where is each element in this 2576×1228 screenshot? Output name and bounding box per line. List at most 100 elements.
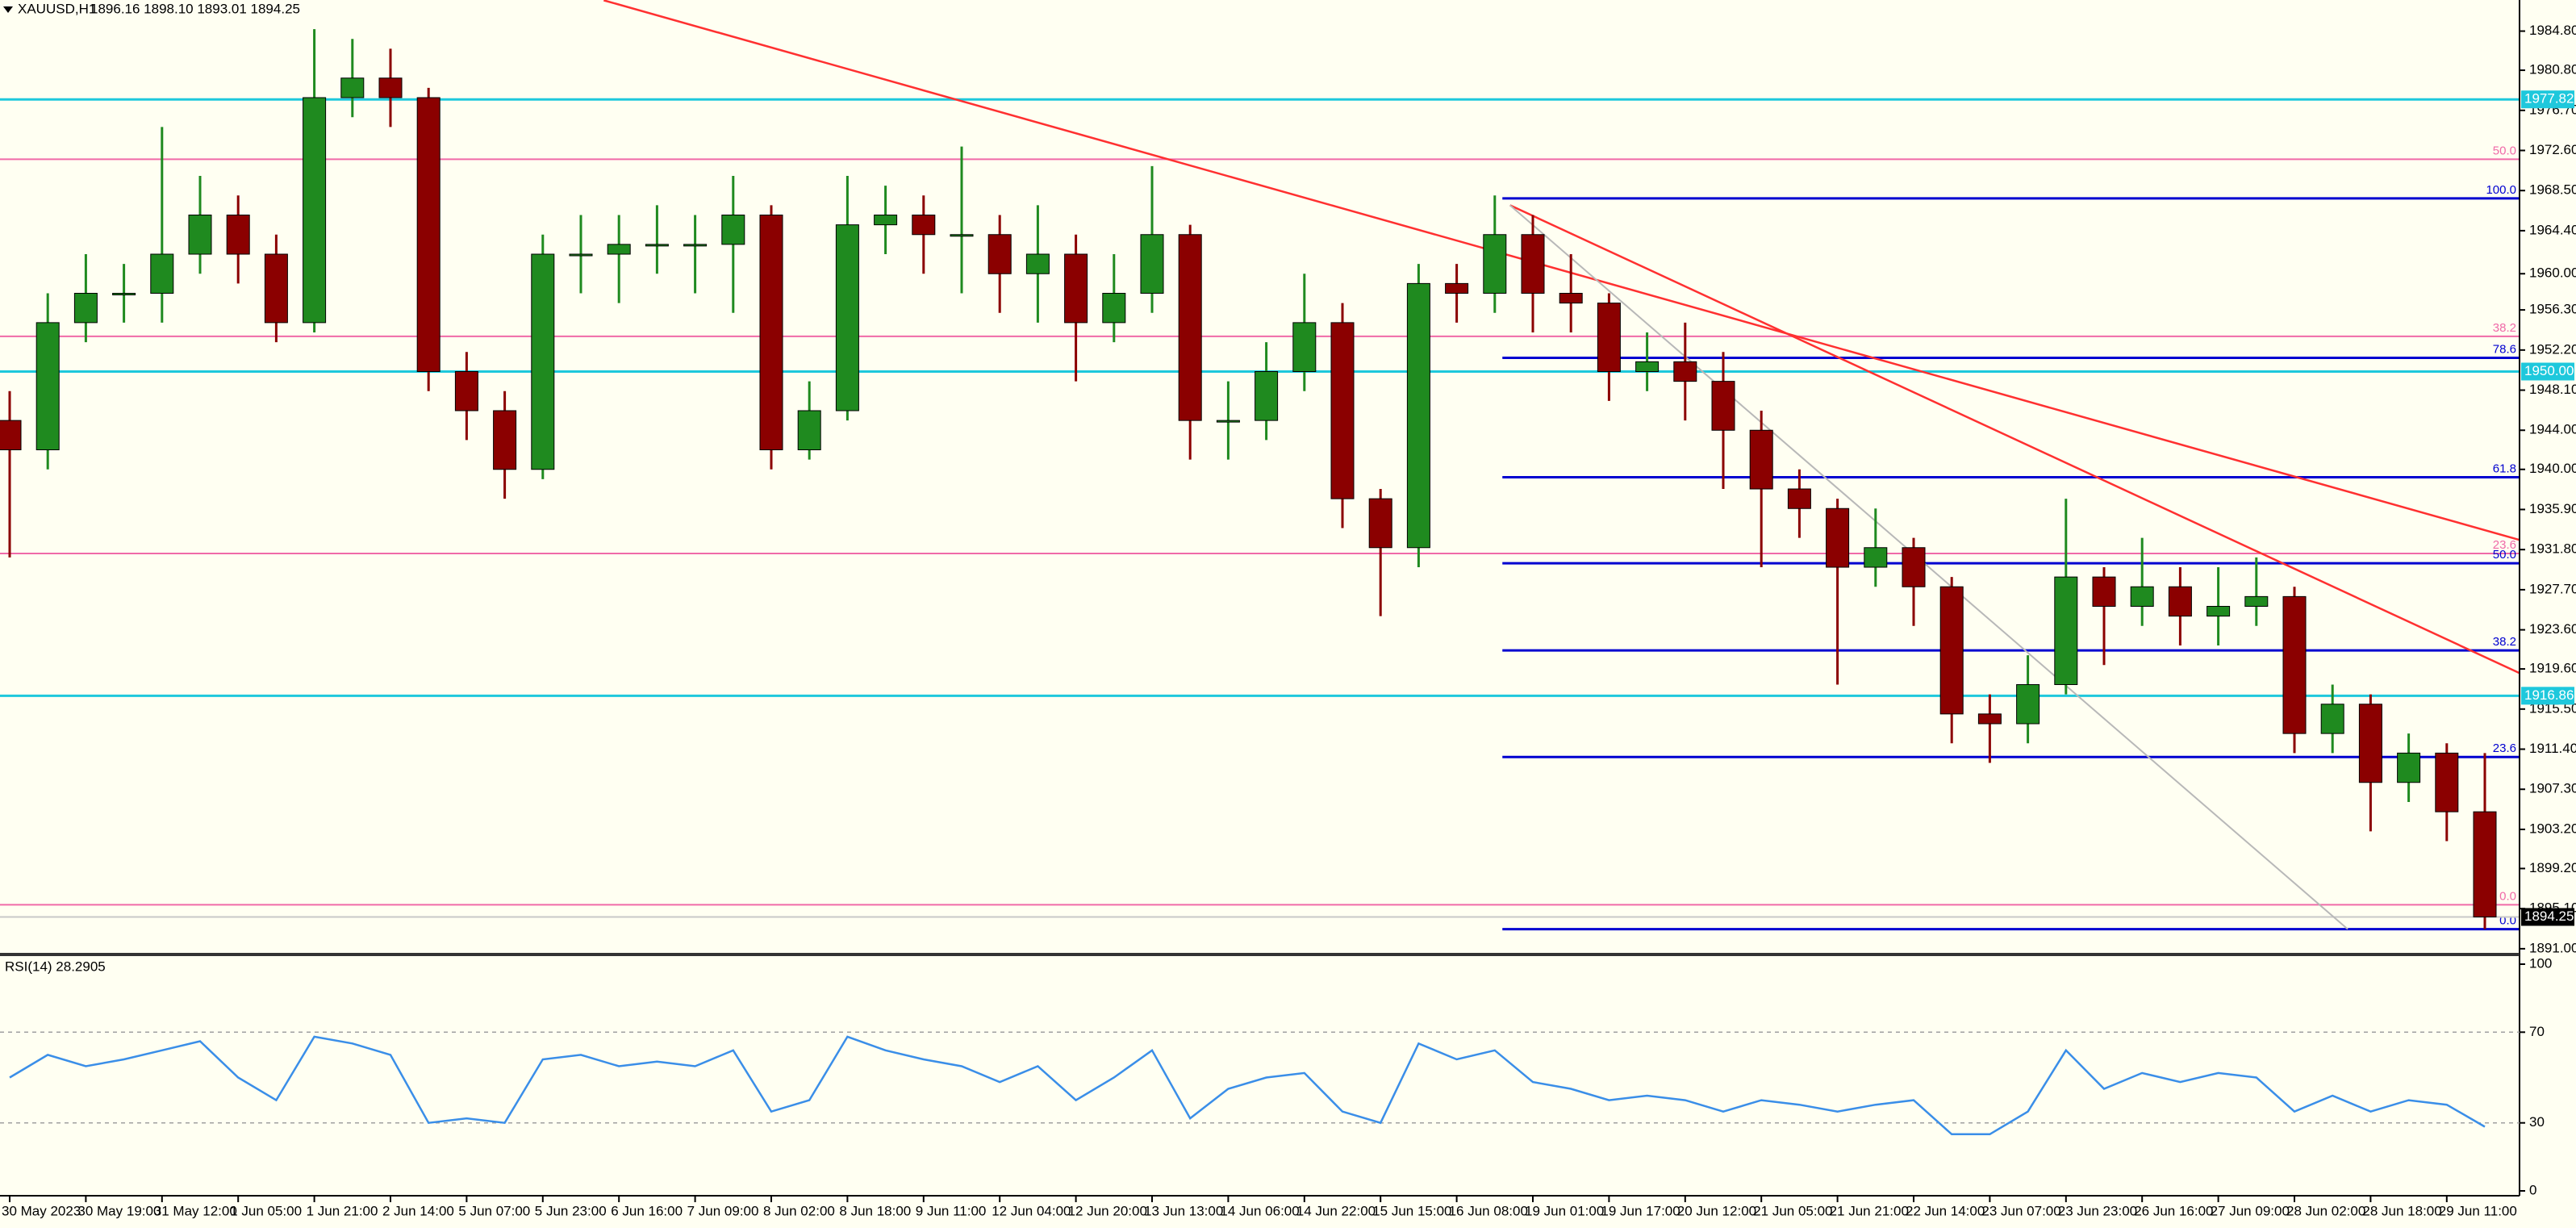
candle-body xyxy=(950,234,974,237)
rsi-tick-label: 0 xyxy=(2529,1182,2536,1197)
x-tick-label: 16 Jun 08:00 xyxy=(1449,1203,1528,1218)
x-tick-label: 31 May 12:00 xyxy=(154,1203,237,1218)
x-tick-label: 19 Jun 01:00 xyxy=(1525,1203,1604,1218)
trendline xyxy=(1509,204,2348,930)
fib-level-label: 38.2 xyxy=(2493,321,2516,335)
candle-body xyxy=(2207,606,2231,617)
candle-body xyxy=(1977,713,2002,725)
candle-body xyxy=(226,215,250,255)
candle-body xyxy=(1521,234,1545,294)
candle-body xyxy=(759,215,783,451)
candle-body xyxy=(493,410,517,470)
candle-body xyxy=(721,215,745,245)
rsi-tick-label: 70 xyxy=(2529,1024,2545,1039)
x-tick-label: 22 Jun 14:00 xyxy=(1906,1203,1985,1218)
candle-body xyxy=(569,253,593,257)
candle-body xyxy=(1902,547,1926,587)
trendline xyxy=(1509,204,2520,675)
candle-body xyxy=(1445,282,1469,294)
candle-body xyxy=(1406,282,1430,549)
last-price-box xyxy=(2521,908,2574,926)
candle-body xyxy=(2473,811,2497,917)
x-tick-label: 1 Jun 21:00 xyxy=(307,1203,378,1218)
x-tick-label: 12 Jun 20:00 xyxy=(1068,1203,1147,1218)
x-tick-label: 27 Jun 09:00 xyxy=(2211,1203,2290,1218)
rsi-line xyxy=(9,1035,2486,1136)
candle-body xyxy=(1216,420,1240,423)
fib-level-label: 0.0 xyxy=(2499,914,2516,928)
x-tick-label: 23 Jun 23:00 xyxy=(2058,1203,2137,1218)
x-tick-label: 2 Jun 14:00 xyxy=(382,1203,454,1218)
candle-body xyxy=(35,322,60,451)
x-tick-label: 26 Jun 16:00 xyxy=(2134,1203,2213,1218)
y-tick-label: 1903.20 xyxy=(2529,821,2576,836)
y-tick-label: 1940.00 xyxy=(2529,461,2576,476)
candle-body xyxy=(1749,429,1773,490)
candle-body xyxy=(1939,586,1964,715)
candle-body xyxy=(987,234,1012,274)
y-tick-label: 1944.00 xyxy=(2529,422,2576,437)
candle-body xyxy=(416,97,440,373)
y-tick-label: 1931.80 xyxy=(2529,541,2576,557)
x-tick-label: 20 Jun 12:00 xyxy=(1677,1203,1756,1218)
candle-body xyxy=(1255,371,1279,421)
candle-body xyxy=(1711,381,1735,431)
y-tick-label: 1911.40 xyxy=(2529,741,2576,756)
candle-body xyxy=(1368,498,1392,549)
candle-body xyxy=(112,293,136,296)
candle-body xyxy=(1025,253,1050,274)
x-tick-label: 30 May 2023 xyxy=(2,1203,81,1218)
candle-body xyxy=(2320,704,2344,734)
y-tick-label: 1948.10 xyxy=(2529,382,2576,397)
price-label-box xyxy=(2521,90,2574,109)
candle-body xyxy=(150,253,174,294)
candle-body xyxy=(1826,507,1850,568)
candle-body xyxy=(0,420,22,451)
y-tick-label: 1972.60 xyxy=(2529,142,2576,157)
candle-body xyxy=(1140,234,1164,294)
y-tick-label: 1968.50 xyxy=(2529,182,2576,198)
price-label: 1916.86 xyxy=(2524,687,2574,703)
y-tick-label: 1891.00 xyxy=(2529,940,2576,955)
candle-body xyxy=(874,215,898,226)
y-tick-label: 1923.60 xyxy=(2529,621,2576,637)
candle-body xyxy=(1635,361,1660,373)
candle-body xyxy=(607,244,631,255)
y-tick-label: 1935.90 xyxy=(2529,501,2576,516)
y-tick-label: 1907.30 xyxy=(2529,781,2576,796)
fib-level-label: 23.6 xyxy=(2493,538,2516,552)
candle-body xyxy=(2054,576,2078,686)
x-tick-label: 1 Jun 05:00 xyxy=(230,1203,302,1218)
collapse-icon[interactable] xyxy=(3,6,13,13)
x-tick-label: 30 May 19:00 xyxy=(77,1203,161,1218)
rsi-tick-label: 100 xyxy=(2529,955,2552,971)
candle-body xyxy=(1178,234,1202,421)
y-tick-label: 1919.60 xyxy=(2529,661,2576,676)
candle-body xyxy=(1597,303,1621,373)
x-tick-label: 12 Jun 04:00 xyxy=(992,1203,1071,1218)
trendline xyxy=(603,0,2520,541)
price-label-box xyxy=(2521,362,2574,381)
x-tick-label: 14 Jun 22:00 xyxy=(1296,1203,1376,1218)
symbol: XAUUSD,H1 xyxy=(18,1,96,16)
y-tick-label: 1984.80 xyxy=(2529,23,2576,38)
x-tick-label: 9 Jun 11:00 xyxy=(916,1203,987,1218)
candle-body xyxy=(2244,595,2269,608)
x-tick-label: 7 Jun 09:00 xyxy=(687,1203,759,1218)
candle-body xyxy=(378,77,403,98)
candle-body xyxy=(2435,752,2459,812)
candle-body xyxy=(531,253,555,470)
rsi-title: RSI(14) 28.2905 xyxy=(5,959,106,974)
fib-level-label: 0.0 xyxy=(2499,889,2516,903)
y-tick-label: 1980.80 xyxy=(2529,62,2576,77)
candle-body xyxy=(1483,234,1507,294)
candle-body xyxy=(1064,253,1088,324)
candle-body xyxy=(188,215,212,255)
candle-body xyxy=(2282,595,2307,734)
x-tick-label: 5 Jun 07:00 xyxy=(458,1203,530,1218)
y-tick-label: 1956.30 xyxy=(2529,302,2576,317)
price-panel: 50.0 38.2 23.6 0.0 100.0 78.6 61.8 50.0 38.2 23.6… xyxy=(0,0,2520,931)
candle-body xyxy=(1330,322,1355,499)
